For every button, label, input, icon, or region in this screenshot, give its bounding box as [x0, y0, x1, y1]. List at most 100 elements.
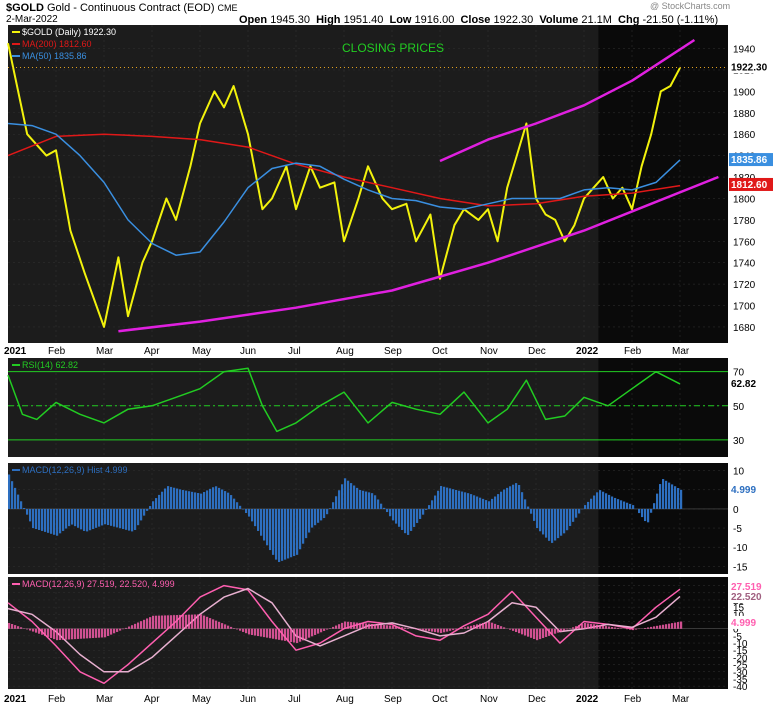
histogram-bar: [416, 628, 419, 630]
histogram-bar: [200, 614, 203, 629]
legend-label: $GOLD (Daily) 1922.30: [22, 27, 116, 37]
histogram-bar: [26, 508, 29, 515]
tag-rsi: 62.82: [729, 376, 773, 390]
histogram-bar: [404, 508, 407, 534]
histogram-bar: [485, 500, 488, 509]
histogram-bar: [383, 625, 386, 629]
x-tick-label: Mar: [672, 694, 690, 705]
histogram-bar: [407, 508, 410, 535]
histogram-bar: [602, 625, 605, 629]
histogram-bar: [83, 628, 86, 639]
histogram-bar: [548, 628, 551, 636]
histogram-bar: [425, 508, 428, 510]
y-tick-label: 30: [733, 436, 745, 447]
histogram-bar: [89, 508, 92, 531]
histogram-bar: [329, 508, 332, 509]
histogram-bar: [398, 508, 401, 527]
histogram-bar: [110, 628, 113, 635]
histogram-bar: [551, 628, 554, 635]
y-tick-label: 10: [733, 610, 745, 621]
histogram-bar: [380, 624, 383, 629]
histogram-bar: [362, 490, 365, 509]
histogram-bar: [107, 628, 110, 636]
value-tag-box: [729, 153, 773, 167]
x-tick-label: Nov: [480, 346, 498, 357]
histogram-bar: [26, 628, 29, 630]
histogram-bar: [668, 623, 671, 629]
histogram-bar: [413, 508, 416, 527]
histogram-bar: [371, 493, 374, 509]
histogram-bar: [53, 628, 56, 640]
x-tick-label: Feb: [48, 346, 66, 357]
histogram-bar: [203, 615, 206, 629]
histogram-bar: [278, 628, 281, 640]
histogram-bar: [137, 508, 140, 526]
histogram-bar: [38, 508, 41, 530]
histogram-bar: [194, 614, 197, 629]
histogram-bar: [461, 627, 464, 629]
histogram-bar: [608, 626, 611, 629]
symbol: $GOLD: [6, 2, 44, 14]
histogram-bar: [41, 628, 44, 635]
histogram-bar: [140, 621, 143, 629]
histogram-bar: [239, 505, 242, 509]
histogram-bar: [425, 628, 428, 631]
histogram-bar: [446, 487, 449, 509]
histogram-bar: [494, 496, 497, 509]
y-tick-label: -15: [733, 646, 748, 657]
histogram-bar: [422, 508, 425, 515]
histogram-bar: [128, 626, 131, 629]
histogram-bar: [641, 508, 644, 518]
legend-label: MACD(12,26,9) 27.519, 22.520, 4.999: [22, 579, 175, 589]
histogram-bar: [182, 614, 185, 629]
histogram-bar: [155, 615, 158, 629]
series-line-ma200: [7, 133, 681, 207]
histogram-bar: [101, 628, 104, 638]
histogram-bar: [575, 626, 578, 629]
histogram-bar: [14, 625, 17, 629]
y-tick-label: 1860: [733, 130, 756, 141]
histogram-bar: [263, 628, 266, 638]
y-tick-label: -30: [733, 668, 748, 679]
value-tag-box: [729, 376, 773, 390]
histogram-bar: [629, 503, 632, 509]
histogram-bar: [584, 622, 587, 629]
histogram-bar: [176, 615, 179, 629]
histogram-bar: [440, 485, 443, 509]
y-tick-label: -40: [733, 682, 748, 693]
histogram-bar: [392, 625, 395, 629]
histogram-bar: [437, 490, 440, 509]
histogram-bar: [257, 628, 260, 637]
histogram-bar: [503, 627, 506, 629]
histogram-bar: [545, 628, 548, 637]
histogram-bar: [44, 508, 47, 532]
histogram-bar: [89, 628, 92, 639]
x-tick-label: Jun: [240, 346, 256, 357]
value-tag-text: 27.519: [731, 582, 762, 593]
histogram-bar: [347, 480, 350, 509]
histogram-bar: [608, 494, 611, 509]
histogram-bar: [245, 508, 248, 513]
histogram-bar: [113, 628, 116, 634]
histogram-bar: [59, 628, 62, 640]
histogram-bar: [644, 627, 647, 629]
histogram-bar: [545, 508, 548, 538]
y-tick-label: 70: [733, 368, 745, 379]
histogram-bar: [71, 628, 74, 640]
exchange: CME: [217, 3, 238, 13]
histogram-bar: [632, 505, 635, 509]
histogram-bar: [119, 628, 122, 631]
histogram-bar: [284, 628, 287, 641]
histogram-bar: [497, 625, 500, 629]
tag-price: 1922.30: [729, 60, 773, 74]
histogram-bar: [164, 488, 167, 509]
x-tick-label: Oct: [432, 346, 448, 357]
histogram-bar: [326, 508, 329, 515]
histogram-bar: [452, 489, 455, 509]
chart-title: CLOSING PRICES: [342, 41, 444, 55]
histogram-bar: [476, 496, 479, 509]
histogram-bar: [365, 623, 368, 629]
histogram-bar: [101, 508, 104, 526]
histogram-bar: [614, 627, 617, 629]
histogram-bar: [599, 625, 602, 629]
